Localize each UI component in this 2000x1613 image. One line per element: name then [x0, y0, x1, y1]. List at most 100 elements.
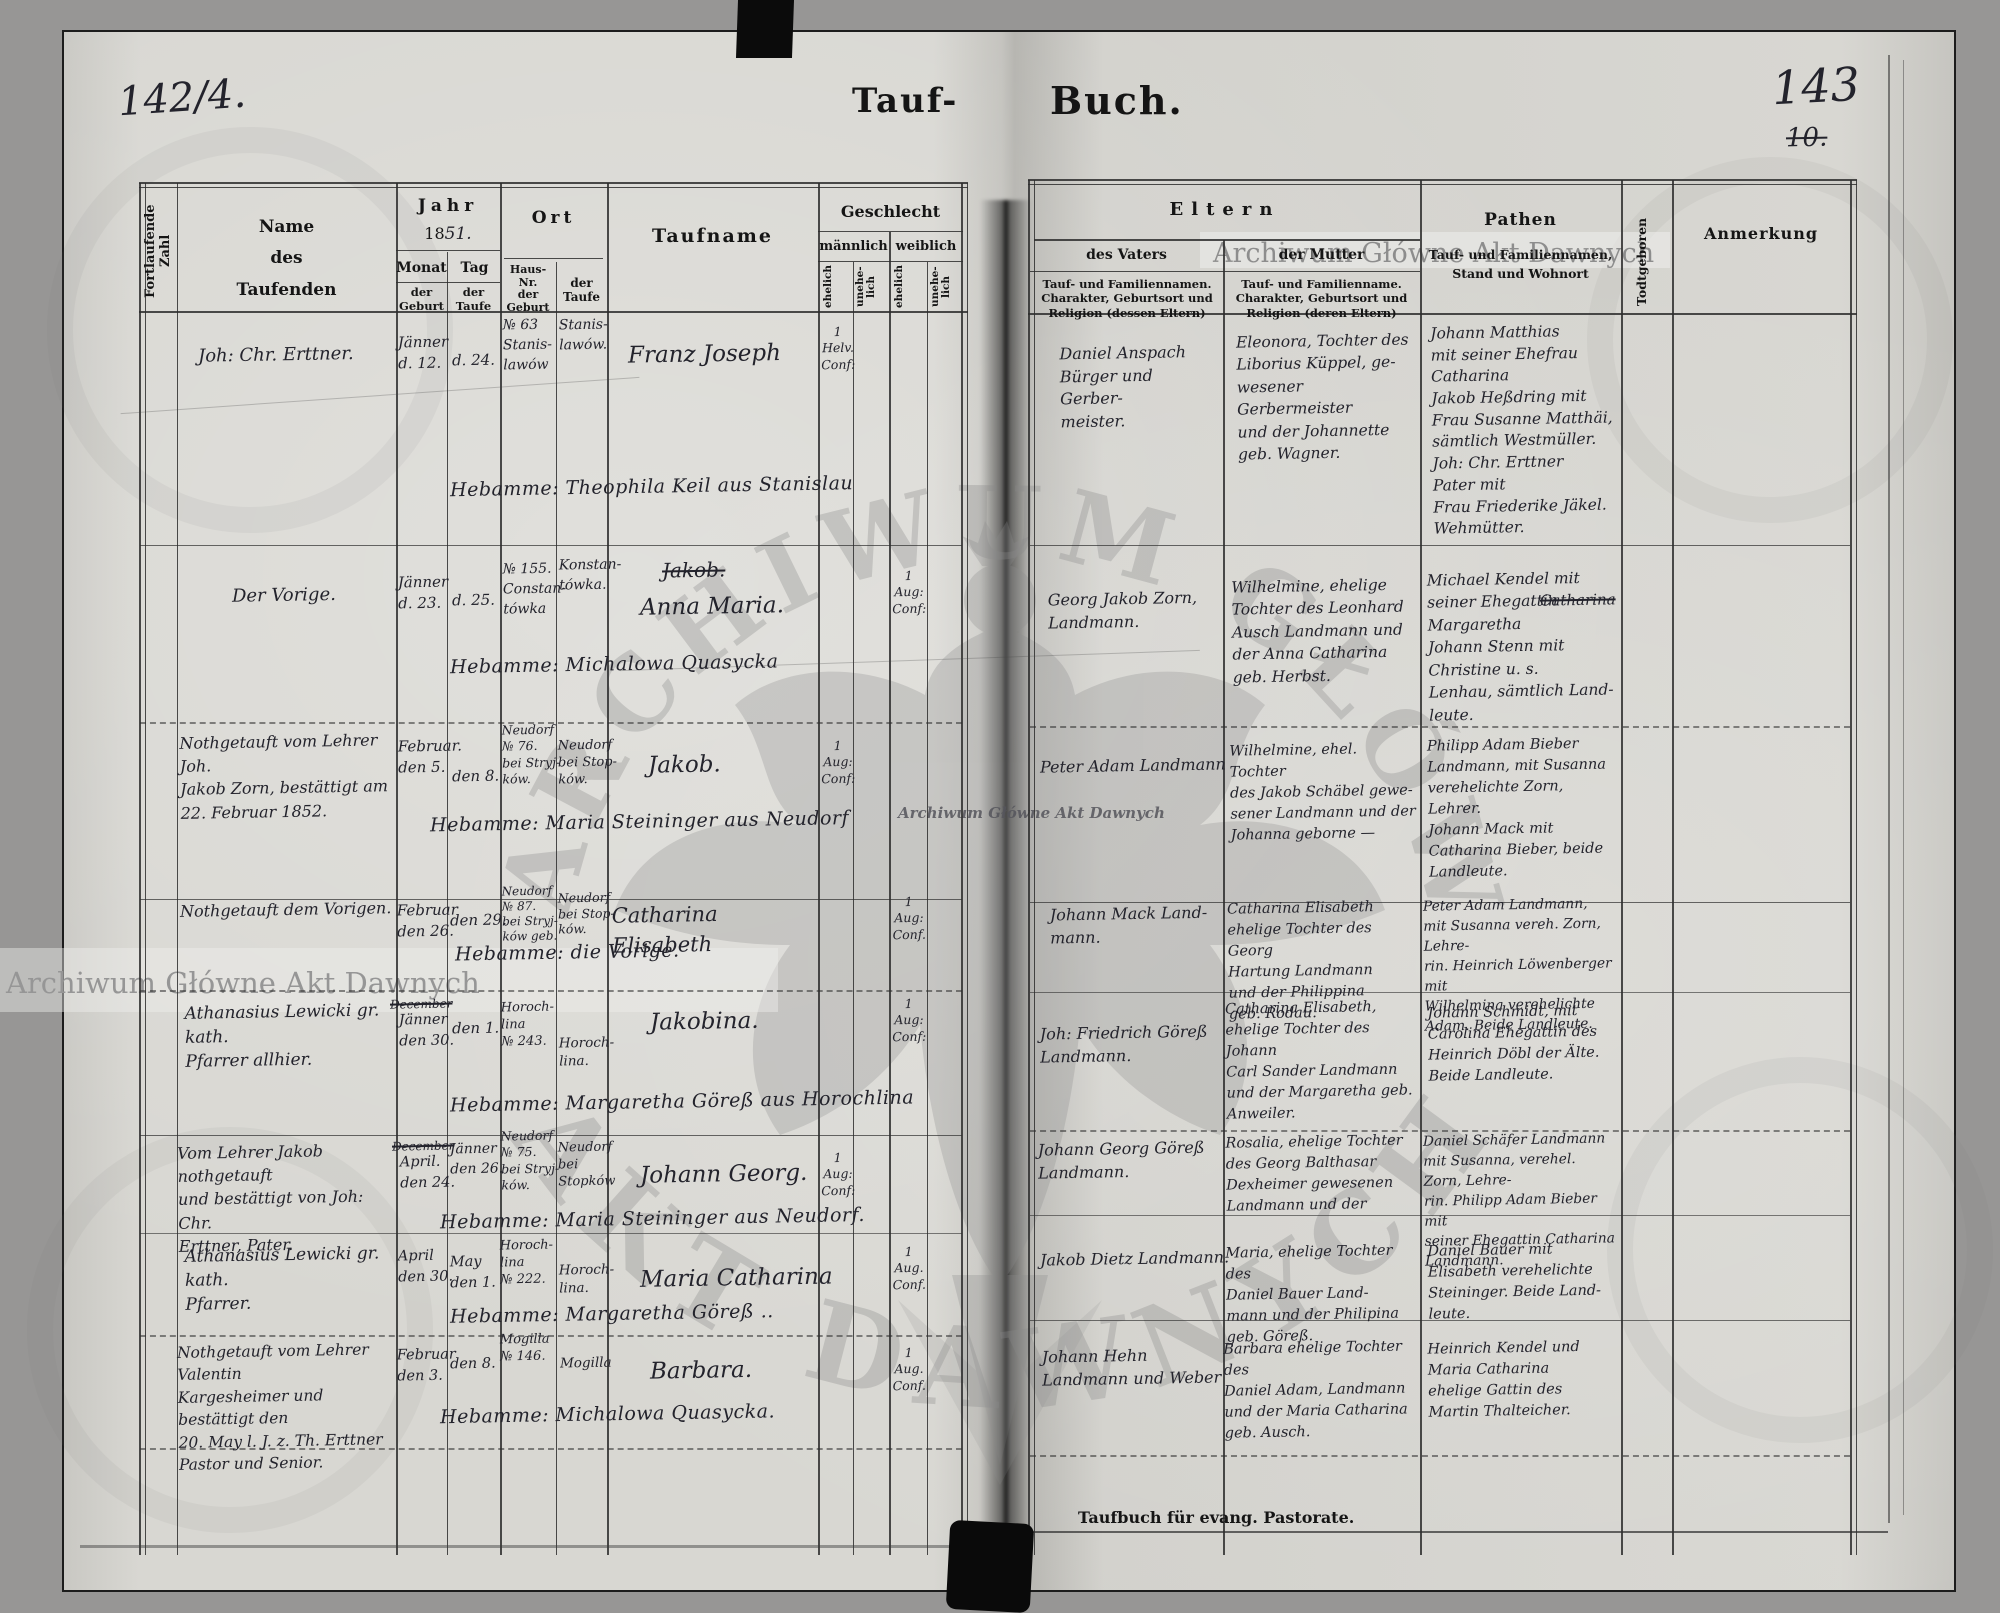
rule-line	[139, 182, 968, 184]
entry-birth-date: Februar den 3.	[396, 1346, 456, 1385]
entry-baptism-place: Neudorf bei Stop- ków.	[557, 737, 618, 788]
rule-line	[500, 183, 502, 1555]
row-divider	[140, 990, 962, 992]
page-title-right: Buch.	[1050, 78, 1184, 123]
entry-birth-house: № 63 Stanis- lawów	[502, 316, 553, 374]
rule-line	[396, 250, 500, 251]
entry-birth-house: № 155. Constan- tówka	[502, 560, 567, 618]
entry-baptism-place: Stanis- lawów.	[558, 316, 608, 354]
row-divider	[140, 899, 962, 900]
rule-line	[818, 231, 963, 232]
rule-line	[1028, 184, 1857, 185]
rule-line	[889, 232, 891, 1555]
row-divider	[140, 1135, 962, 1136]
column-header-remark: Anmerkung	[1703, 224, 1819, 243]
entry-father: Peter Adam Landmann	[1039, 754, 1226, 777]
entry-baptism-name: Barbara.	[649, 1356, 753, 1385]
rule-line	[1030, 271, 1420, 272]
entry-birth-date: Jänner d. 23.	[397, 572, 449, 613]
entry-confession-mark: 1 Helv. Conf:	[821, 323, 856, 372]
entry-baptism-place: Horoch- lina.	[558, 1034, 615, 1070]
entry-mother: Maria, ehelige Tochter des Daniel Bauer …	[1225, 1242, 1400, 1346]
rule-line	[556, 262, 557, 1555]
column-header-parents: Eltern	[1169, 199, 1281, 220]
entry-father: Joh: Friedrich Göreß Landmann.	[1039, 1021, 1208, 1067]
column-header-female: weiblich	[895, 239, 957, 254]
rule-line	[1672, 180, 1674, 1555]
entry-name: Nothgetauft vom Lehrer Joh. Jakob Zorn, …	[179, 730, 389, 823]
right-folio-crossed: 10.	[1785, 122, 1828, 154]
rule-line	[504, 258, 603, 259]
rule-line	[1034, 180, 1035, 1555]
rule-line	[396, 282, 500, 283]
form-footer: Taufbuch für evang. Pastorate.	[1078, 1508, 1355, 1527]
column-header-illegitimate: unehe- lich	[929, 266, 953, 308]
entry-birth-house: Horoch- lina № 243.	[500, 999, 555, 1050]
row-divider	[140, 545, 962, 546]
rule-line	[1028, 180, 1030, 1555]
rule-line	[145, 183, 146, 1555]
rule-line	[1621, 180, 1623, 1555]
column-header-place-baptism: der Taufe	[562, 276, 601, 305]
entry-baptism-date: den 1.	[451, 1018, 500, 1038]
rule-line	[177, 183, 178, 1555]
rule-line	[396, 183, 398, 1555]
entry-baptism-place: Horoch- lina.	[558, 1261, 615, 1297]
entry-baptism-name: Franz Joseph	[627, 339, 782, 369]
entry-confession-mark: 1 Aug: Conf.	[892, 893, 927, 942]
rule-line	[961, 183, 963, 1555]
entry-mother: Eleonora, Tochter des Liborius Küppel, g…	[1235, 330, 1409, 464]
rule-line	[967, 183, 968, 1555]
entry-godparents: Johann Matthias mit seiner Ehefrau Catha…	[1430, 322, 1613, 538]
entry-name: Joh: Chr. Erttner.	[197, 343, 354, 367]
page-edge-line	[1888, 55, 1890, 1523]
left-folio-number: 142/4.	[116, 70, 248, 126]
rule-line	[818, 183, 820, 1555]
entry-godparents: Heinrich Kendel und Maria Catharina ehel…	[1427, 1339, 1580, 1421]
entry-birth-house: Mogilla № 146.	[499, 1331, 550, 1365]
row-divider	[1030, 545, 1850, 546]
entry-mother: Catharina Elisabeth, ehelige Tochter des…	[1224, 999, 1413, 1123]
column-header-year: Jahr	[417, 196, 479, 216]
entry-birth-date: Jänner d. 12.	[397, 332, 449, 373]
column-header-male: männlich	[819, 239, 888, 254]
column-header-house-nr: Haus- Nr. der Geburt	[506, 263, 550, 314]
rule-line	[139, 311, 968, 313]
entry-birth-house: Neudorf № 75. bei Stryj- ków.	[500, 1127, 560, 1193]
entry-father: Johann Georg Göreß Landmann.	[1037, 1137, 1205, 1183]
entry-name: Nothgetauft vom Lehrer Valentin Kargeshe…	[176, 1340, 383, 1475]
column-header-sex: Geschlecht	[840, 202, 941, 221]
rule-line	[1034, 239, 1420, 241]
entry-birth-house: Neudorf № 76. bei Stryj- ków.	[501, 721, 561, 787]
entry-birth-date: April den 30.	[397, 1247, 454, 1286]
entry-baptism-date: den 8.	[449, 1355, 496, 1373]
rule-line	[607, 183, 609, 1555]
year-value: 1851.	[396, 222, 500, 246]
entry-father: Johann Mack Land- mann.	[1049, 902, 1208, 948]
column-header-legitimate: ehelich	[893, 265, 905, 309]
entry-confession-mark: 1 Aug: Conf:	[821, 1149, 856, 1198]
rule-line	[447, 252, 448, 1555]
entry-father: Jakob Dietz Landmann.	[1039, 1247, 1230, 1270]
column-header-godparents: Pathen	[1484, 210, 1557, 230]
column-header-month: Monat	[396, 260, 447, 276]
row-divider	[1030, 1130, 1850, 1132]
entry-mother: Wilhelmine, ehel. Tochter des Jakob Schä…	[1229, 741, 1416, 844]
column-header-day: Tag	[460, 260, 489, 276]
column-header-father: des Vaters	[1086, 247, 1167, 263]
row-divider	[1030, 902, 1850, 903]
entry-baptism-name: Anna Maria.	[639, 592, 785, 621]
row-divider	[140, 722, 962, 724]
row-divider	[1030, 992, 1850, 993]
page-edge-line	[1903, 60, 1904, 1515]
row-divider	[140, 1335, 962, 1337]
archive-watermark-text: Archiwum Główne Akt Dawnych	[1213, 238, 1655, 269]
row-divider	[140, 1233, 962, 1234]
entry-baptism-date: d. 24.	[451, 350, 496, 370]
column-header-stillborn: Todtgeboren	[1634, 217, 1649, 307]
rule-line	[853, 262, 854, 1555]
entry-father: Daniel Anspach Bürger und Gerber- meiste…	[1059, 342, 1187, 432]
entry-godparents: Philipp Adam Bieber Landmann, mit Susann…	[1426, 736, 1607, 881]
entry-godparents: Johann Schmidt, mit Carolina Ehegattin d…	[1427, 1003, 1600, 1085]
